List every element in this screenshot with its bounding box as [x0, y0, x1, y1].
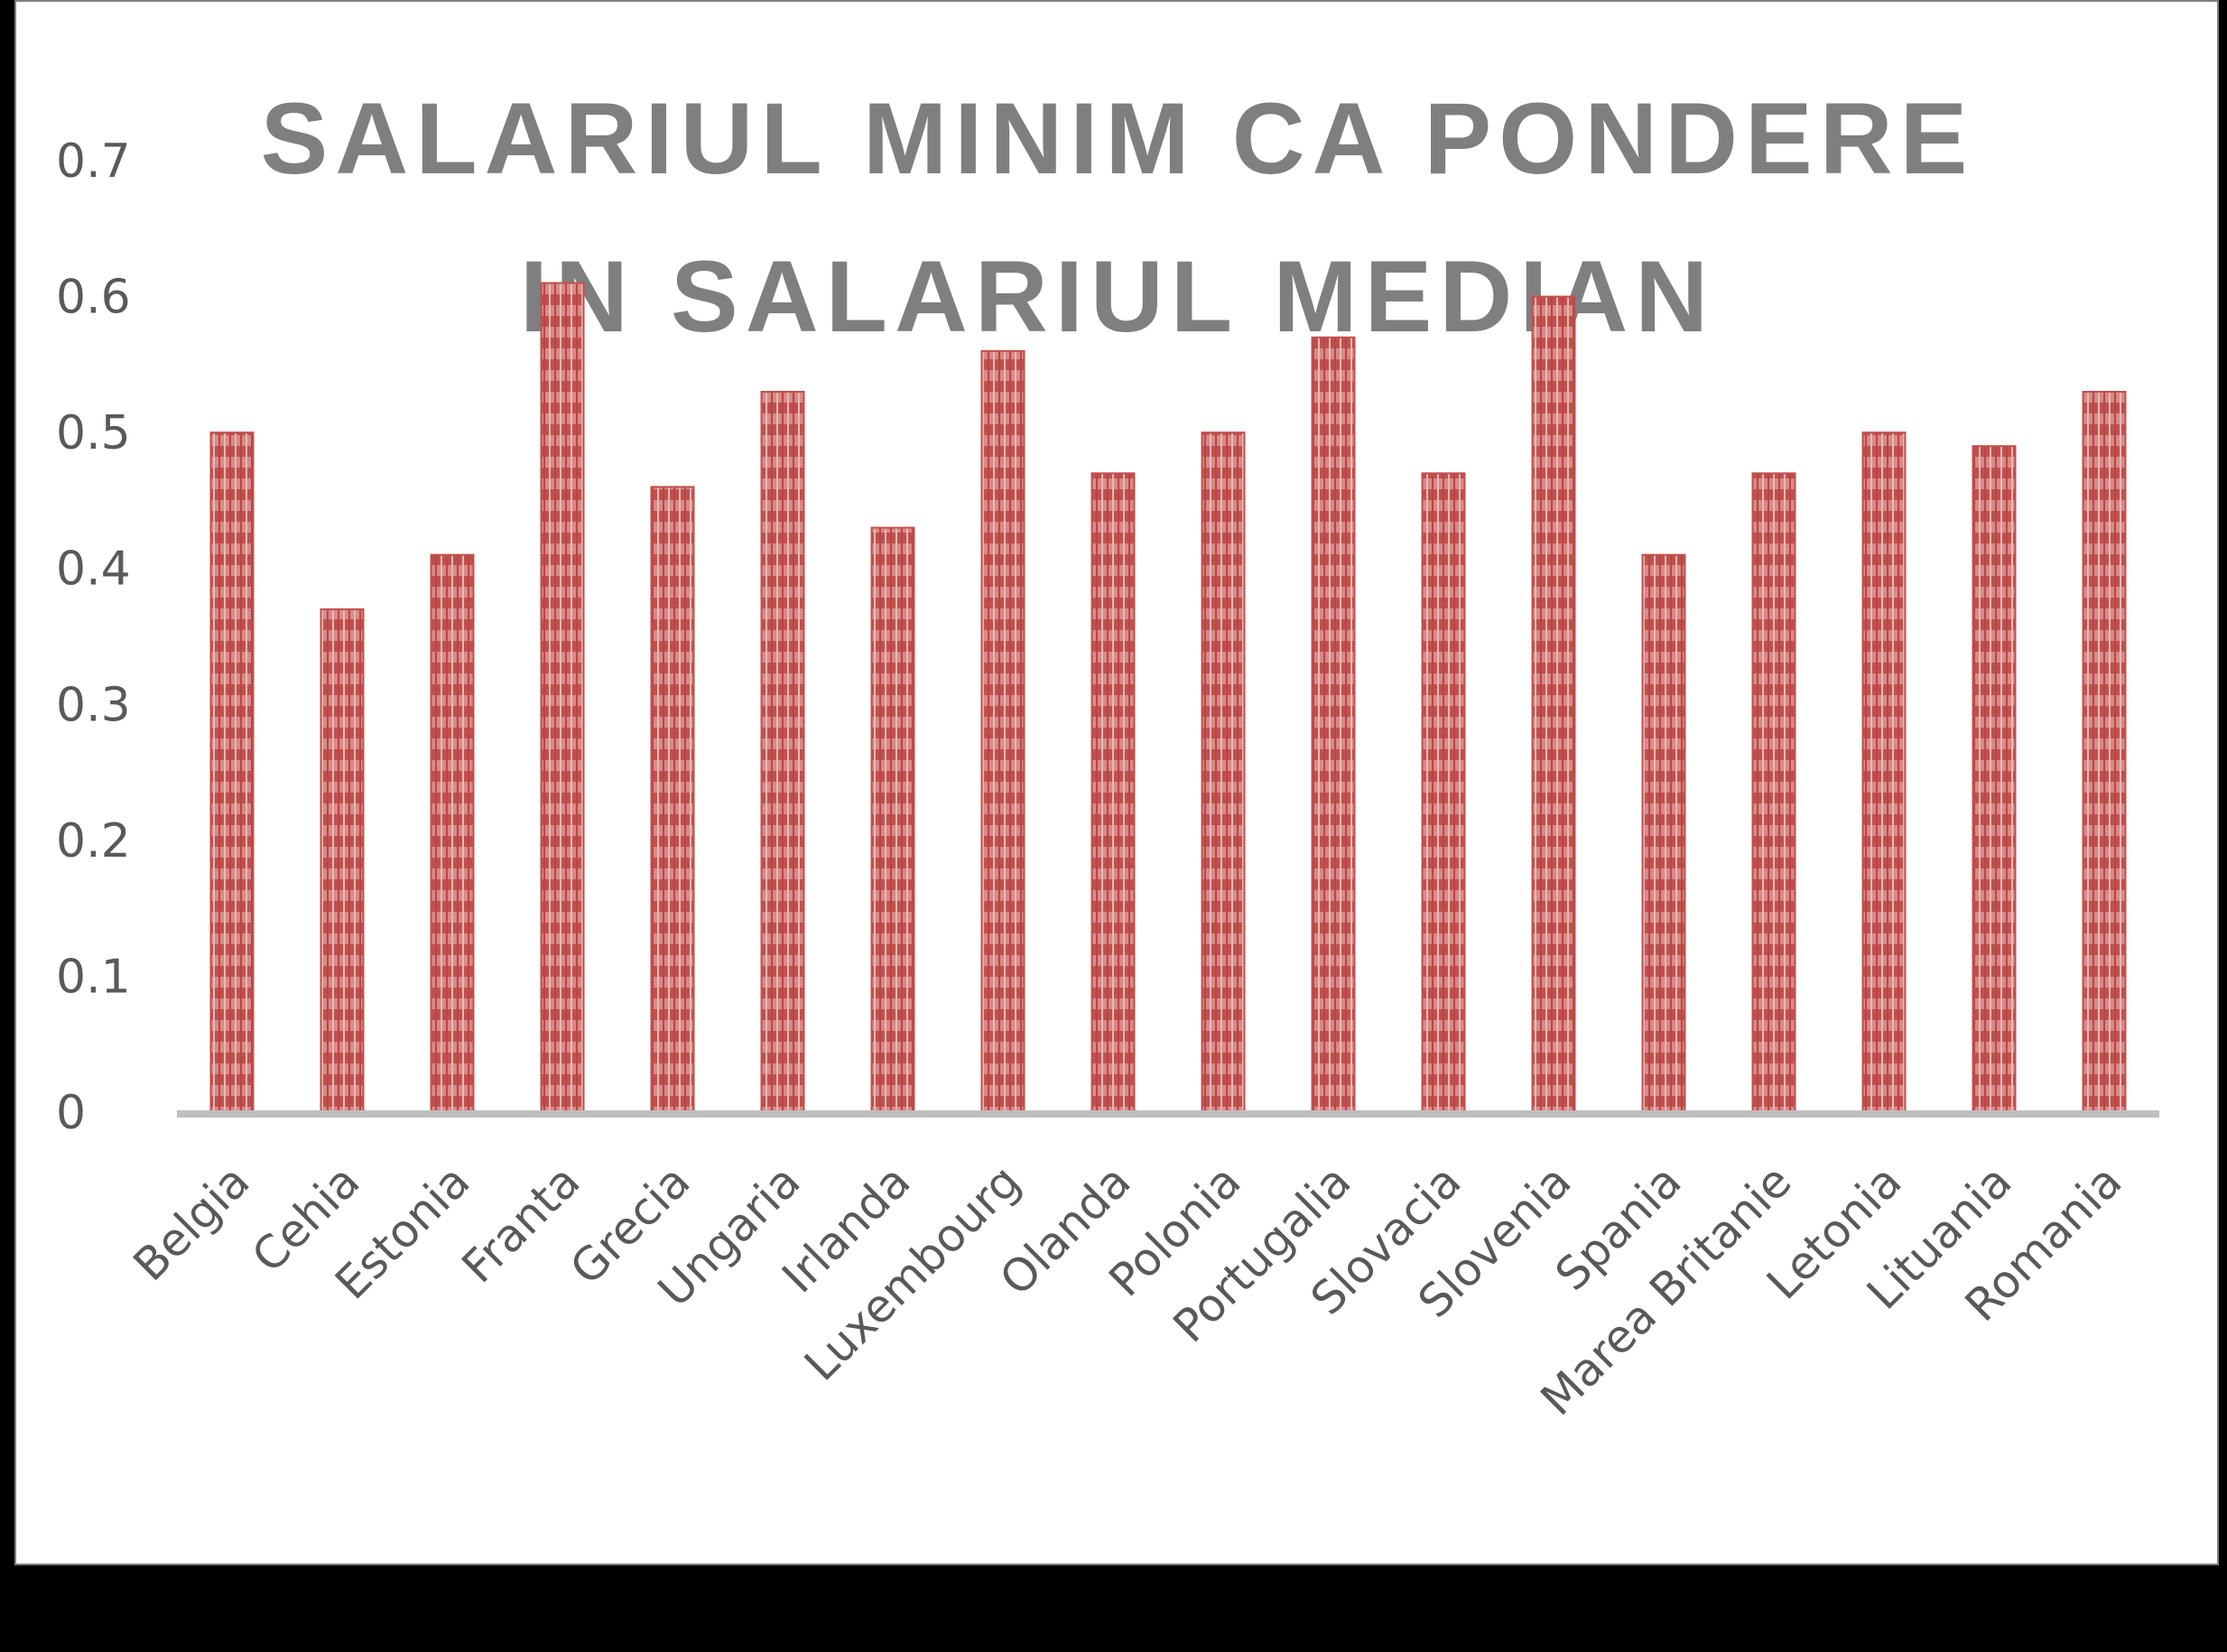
bar-slovacia	[1421, 472, 1466, 1113]
bar-letonia	[1861, 432, 1907, 1113]
y-tick-label: 0.3	[56, 678, 131, 732]
y-tick-label: 0	[56, 1086, 86, 1140]
y-tick-label: 0.6	[56, 271, 131, 325]
bar-estonia	[430, 553, 475, 1113]
bar-lituania	[1972, 445, 2017, 1113]
y-tick-label: 0.7	[56, 135, 131, 189]
bars	[209, 282, 2127, 1114]
x-category-label: Belgia	[124, 1155, 260, 1291]
bar-franta	[540, 282, 585, 1113]
bar-cehia	[320, 608, 365, 1113]
bar-romania	[2082, 390, 2127, 1113]
bar-irlanda	[870, 526, 915, 1113]
y-tick-label: 0.5	[56, 406, 131, 460]
y-axis-tick-labels: 0 0.1 0.2 0.3 0.4 0.5 0.6 0.7	[56, 135, 131, 1140]
chart-title-line-2: IN SALARIUL MEDIAN	[520, 240, 1715, 353]
chart-svg: SALARIUL MINIM CA PONDERE IN SALARIUL ME…	[56, 82, 2159, 1425]
bar-slovenia	[1531, 295, 1576, 1114]
x-axis-category-labels: BelgiaCehiaEstoniaFrantaGreciaUngariaIrl…	[124, 1155, 2132, 1425]
bar-marea-britanie	[1751, 472, 1796, 1113]
bar-olanda	[1090, 472, 1136, 1113]
y-tick-label: 0.1	[56, 950, 131, 1004]
bar-portugalia	[1311, 336, 1356, 1113]
chart-frame: SALARIUL MINIM CA PONDERE IN SALARIUL ME…	[14, 0, 2219, 1565]
bar-luxembourg	[980, 349, 1025, 1113]
bar-grecia	[650, 486, 695, 1113]
bar-spania	[1641, 553, 1686, 1113]
bar-polonia	[1201, 432, 1246, 1113]
chart-title-line-1: SALARIUL MINIM CA PONDERE	[261, 82, 1975, 195]
x-category-label: Franta	[452, 1155, 590, 1293]
bar-belgia	[209, 432, 255, 1113]
y-tick-label: 0.4	[56, 543, 131, 597]
y-tick-label: 0.2	[56, 814, 131, 868]
bar-ungaria	[760, 390, 805, 1113]
